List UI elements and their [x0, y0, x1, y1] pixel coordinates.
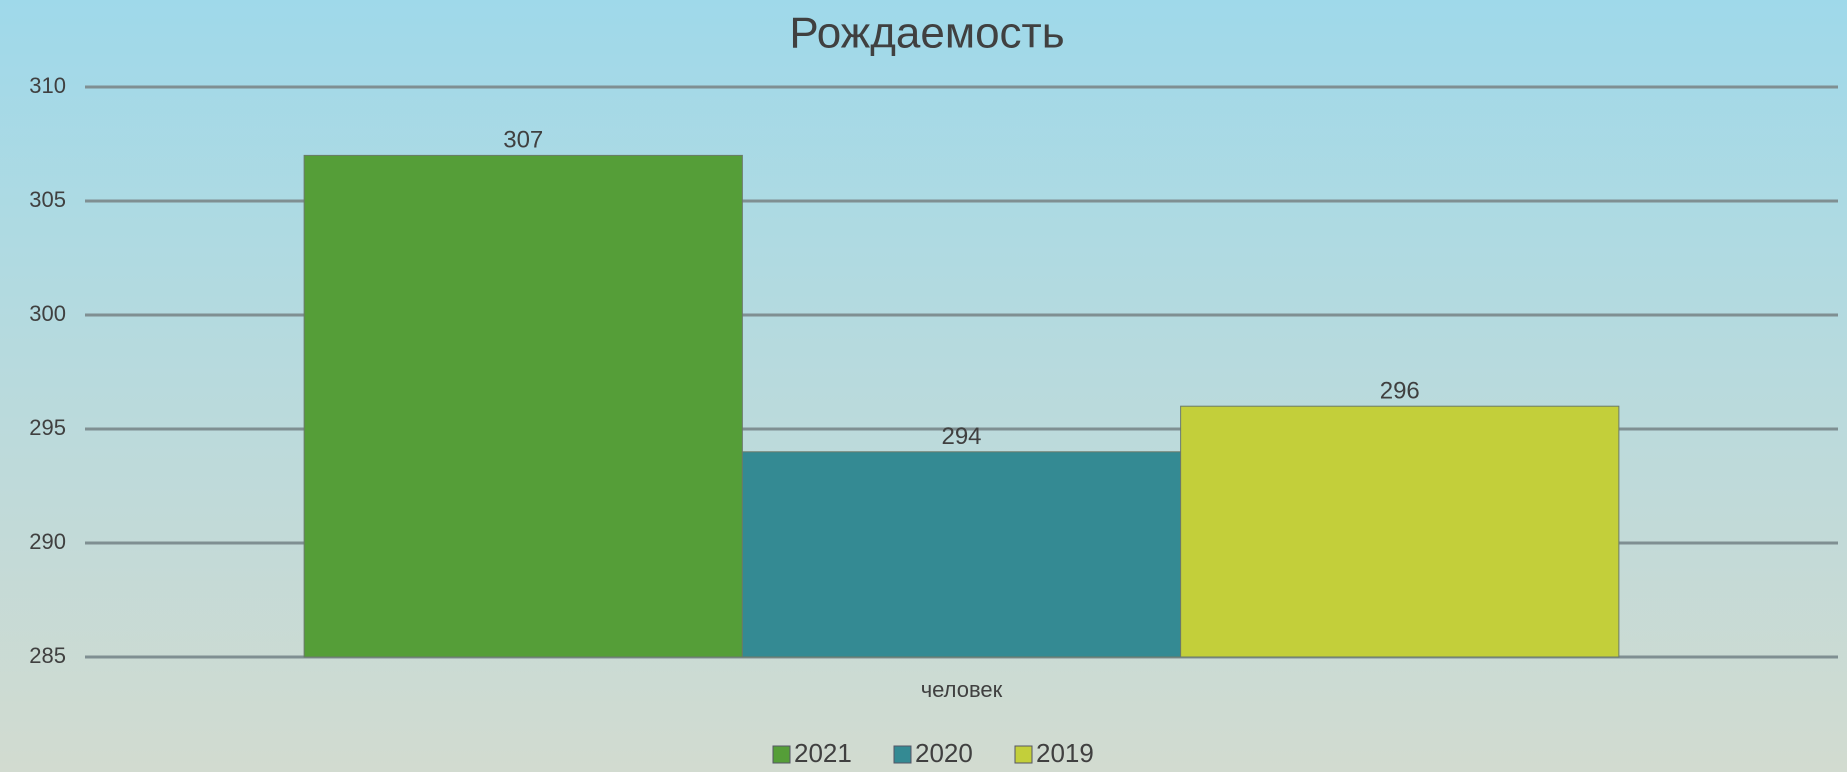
y-tick-label: 285	[29, 643, 66, 668]
legend-label: 2021	[794, 738, 852, 768]
y-tick-label: 305	[29, 187, 66, 212]
chart-title: Рождаемость	[789, 9, 1064, 58]
y-tick-label: 300	[29, 301, 66, 326]
bar	[303, 154, 743, 658]
legend-label: 2020	[915, 738, 973, 768]
legend-marker	[893, 745, 912, 764]
y-tick-label: 295	[29, 415, 66, 440]
data-label: 294	[941, 423, 981, 450]
bar	[1180, 405, 1620, 658]
bar	[741, 451, 1182, 658]
data-label: 307	[503, 127, 543, 154]
data-label: 296	[1380, 378, 1420, 405]
legend-label: 2019	[1036, 738, 1094, 768]
y-tick-label: 290	[29, 529, 66, 554]
x-tick-label: человек	[921, 677, 1003, 702]
y-tick-label: 310	[29, 73, 66, 98]
legend-marker	[1014, 745, 1033, 764]
legend-marker	[772, 745, 791, 764]
